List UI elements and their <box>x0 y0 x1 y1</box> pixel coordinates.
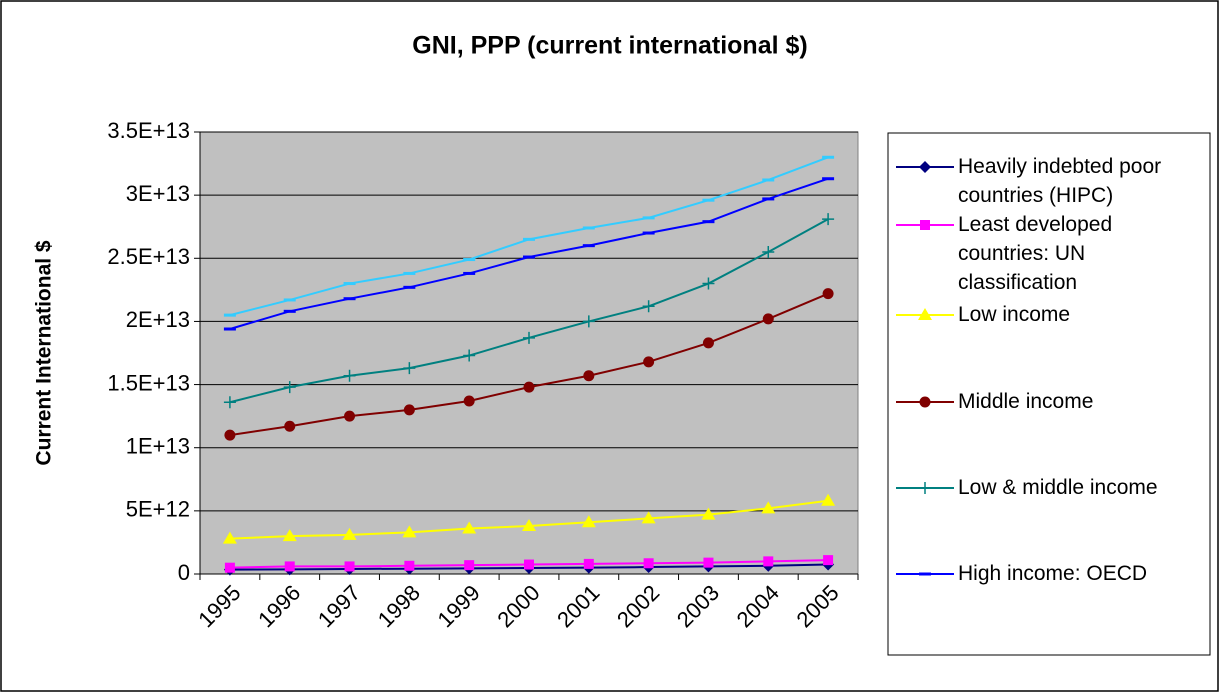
y-tick-label: 2.5E+13 <box>107 244 190 269</box>
data-point <box>223 396 236 409</box>
data-point <box>463 258 476 262</box>
data-point <box>762 178 775 182</box>
data-point <box>581 515 596 528</box>
data-point <box>403 362 416 375</box>
y-tick-label: 2E+13 <box>126 307 190 332</box>
data-point <box>582 226 595 230</box>
y-tick-label: 0 <box>178 560 190 585</box>
data-point <box>762 245 775 258</box>
legend-marker <box>919 161 931 173</box>
data-point <box>402 525 417 538</box>
data-point <box>583 558 594 569</box>
y-tick-label: 1.5E+13 <box>107 370 190 395</box>
data-point <box>582 315 595 328</box>
legend-box <box>887 132 1211 656</box>
data-point <box>524 559 534 570</box>
legend-marker <box>919 482 931 494</box>
data-point <box>403 404 415 416</box>
data-point <box>224 562 235 573</box>
data-point <box>463 349 476 362</box>
data-point <box>642 216 655 220</box>
data-point <box>762 197 775 201</box>
data-point <box>702 220 715 224</box>
data-point <box>702 198 715 202</box>
plot-area <box>199 131 859 575</box>
data-point <box>702 337 714 349</box>
data-point <box>821 493 836 506</box>
y-tick-label: 3.5E+13 <box>107 118 190 143</box>
chart-title: GNI, PPP (current international $) <box>412 32 807 60</box>
y-axis-label: Current International $ <box>33 240 56 466</box>
data-point <box>642 231 655 235</box>
data-point <box>702 277 715 290</box>
data-point <box>344 410 356 422</box>
legend-marker <box>919 572 931 576</box>
data-point <box>342 527 357 540</box>
data-point <box>403 271 416 275</box>
data-point <box>582 244 595 248</box>
data-point <box>523 255 535 259</box>
legend-marker <box>919 396 931 408</box>
data-point <box>523 381 535 393</box>
legend-label: Heavily indebted poor countries (HIPC) <box>958 155 1162 207</box>
legend-label: Least developed countries: UN classifica… <box>958 213 1113 294</box>
legend-marker <box>918 308 932 320</box>
data-point <box>224 429 236 441</box>
data-point <box>463 271 476 275</box>
data-point <box>283 381 296 394</box>
data-point <box>583 370 595 382</box>
data-point <box>822 177 835 181</box>
data-point <box>643 356 655 368</box>
data-point <box>701 507 716 520</box>
data-point <box>403 285 416 289</box>
data-point <box>523 237 535 241</box>
data-point <box>703 557 714 568</box>
data-point <box>223 313 236 317</box>
data-point <box>464 560 475 571</box>
data-point <box>404 560 415 571</box>
data-point <box>463 395 475 407</box>
data-point <box>763 556 774 567</box>
data-point <box>343 297 356 301</box>
legend-label: High income: OECD <box>958 562 1148 585</box>
legend-marker <box>920 220 930 230</box>
data-point <box>822 213 835 226</box>
data-point <box>641 511 656 524</box>
data-point <box>762 313 774 325</box>
y-tick-label: 3E+13 <box>126 181 190 206</box>
data-point <box>822 288 834 300</box>
data-point <box>761 501 776 514</box>
data-point <box>823 555 834 566</box>
data-point <box>282 529 297 542</box>
data-point <box>822 155 835 159</box>
legend-label: Middle income <box>958 390 1094 413</box>
y-tick-label: 5E+12 <box>126 497 190 522</box>
data-point <box>343 369 356 382</box>
data-point <box>462 521 477 534</box>
data-point <box>284 561 295 572</box>
data-point <box>222 531 237 544</box>
legend-label: Low income <box>958 303 1071 326</box>
data-point <box>284 420 296 432</box>
data-point <box>343 282 356 286</box>
data-point <box>523 331 535 344</box>
y-tick-label: 1E+13 <box>126 434 190 459</box>
data-point <box>643 558 654 569</box>
data-point <box>283 309 296 313</box>
data-point <box>522 519 536 532</box>
data-point <box>642 300 655 313</box>
data-point <box>283 298 296 302</box>
legend-label: Low & middle income <box>958 476 1158 499</box>
data-point <box>223 327 236 331</box>
data-point <box>344 561 355 572</box>
